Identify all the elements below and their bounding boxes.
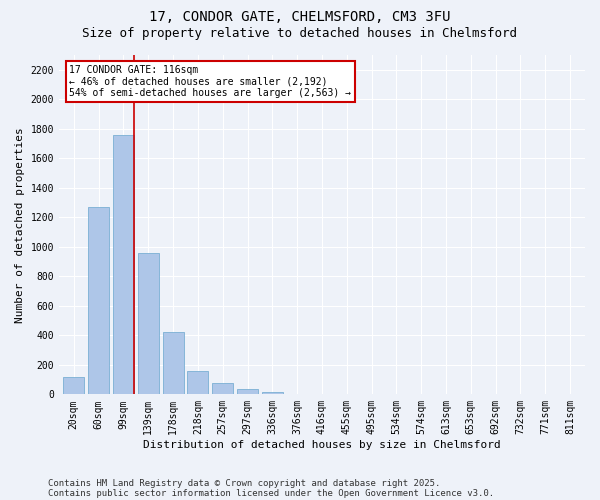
- Text: 17 CONDOR GATE: 116sqm
← 46% of detached houses are smaller (2,192)
54% of semi-: 17 CONDOR GATE: 116sqm ← 46% of detached…: [70, 65, 352, 98]
- Bar: [187, 372, 208, 394]
- Bar: [212, 384, 233, 394]
- Text: 17, CONDOR GATE, CHELMSFORD, CM3 3FU: 17, CONDOR GATE, CHELMSFORD, CM3 3FU: [149, 10, 451, 24]
- Bar: [113, 134, 134, 394]
- Bar: [237, 389, 258, 394]
- Bar: [262, 392, 283, 394]
- Text: Contains public sector information licensed under the Open Government Licence v3: Contains public sector information licen…: [48, 488, 494, 498]
- Y-axis label: Number of detached properties: Number of detached properties: [15, 127, 25, 322]
- Text: Contains HM Land Registry data © Crown copyright and database right 2025.: Contains HM Land Registry data © Crown c…: [48, 478, 440, 488]
- Bar: [138, 252, 159, 394]
- Bar: [163, 332, 184, 394]
- X-axis label: Distribution of detached houses by size in Chelmsford: Distribution of detached houses by size …: [143, 440, 501, 450]
- Text: Size of property relative to detached houses in Chelmsford: Size of property relative to detached ho…: [83, 28, 517, 40]
- Bar: [88, 207, 109, 394]
- Bar: [63, 376, 85, 394]
